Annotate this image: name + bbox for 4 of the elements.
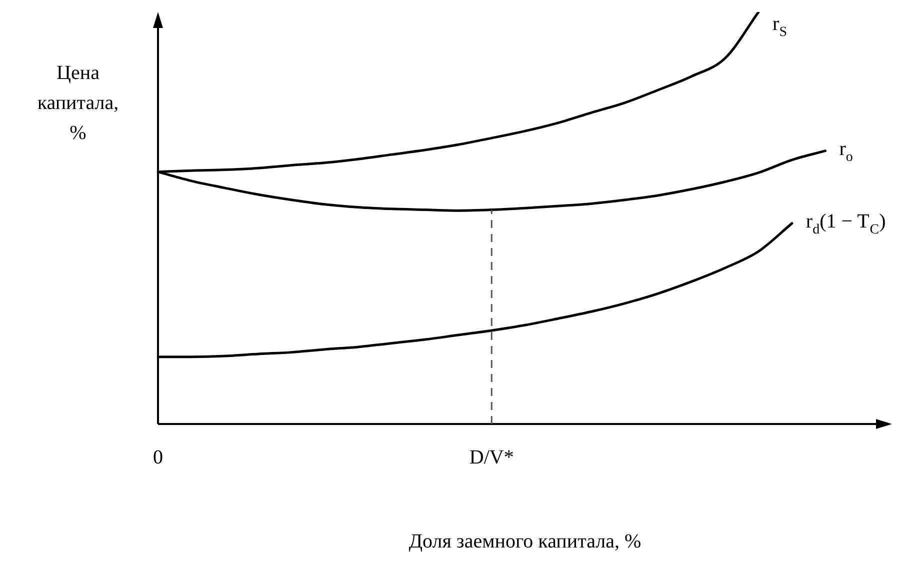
y-axis-title: Цена капитала, % bbox=[36, 61, 120, 146]
x-axis-title: Доля заемного капитала, % bbox=[408, 530, 642, 552]
x-tick-label: 0 bbox=[153, 446, 163, 468]
x-tick-label: D/V* bbox=[469, 446, 514, 468]
